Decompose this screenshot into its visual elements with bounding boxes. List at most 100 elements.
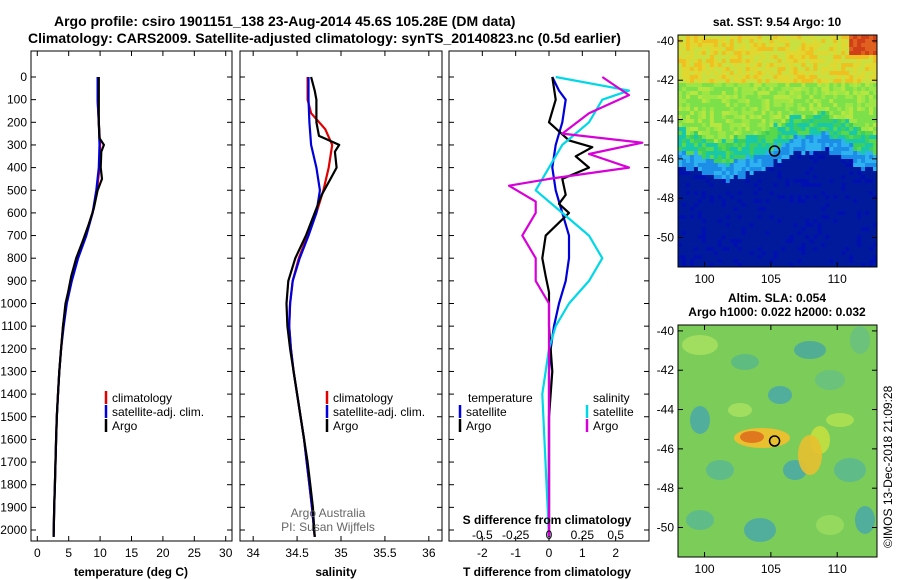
sst-cell — [845, 203, 850, 208]
sst-cell — [825, 183, 830, 188]
sst-cell — [785, 123, 791, 128]
sst-cell — [873, 99, 877, 104]
sst-cell — [729, 251, 735, 256]
sst-cell — [869, 47, 874, 52]
x-tick-label: 20 — [156, 546, 170, 560]
sst-cell — [729, 111, 735, 116]
sst-cell — [729, 115, 735, 120]
sst-cell — [833, 91, 838, 96]
sst-cell — [833, 35, 838, 40]
sst-cell — [805, 155, 810, 160]
sst-cell — [857, 39, 862, 44]
sst-cell — [705, 187, 711, 192]
sst-cell — [793, 235, 798, 240]
sst-cell — [773, 255, 779, 260]
sst-cell — [701, 139, 707, 144]
float-position-marker — [768, 145, 781, 157]
sst-cell — [785, 107, 791, 112]
sst-cell — [861, 239, 866, 244]
sst-cell — [693, 215, 699, 220]
sst-cell — [749, 35, 755, 40]
sst-cell — [681, 243, 687, 248]
sst-cell — [849, 71, 854, 76]
sst-cell — [797, 223, 802, 228]
sst-cell — [825, 79, 830, 84]
sst-cell — [777, 43, 783, 48]
sst-cell — [837, 91, 842, 96]
sst-cell — [729, 63, 735, 68]
sst-cell — [697, 87, 703, 92]
sst-cell — [825, 203, 830, 208]
legend-label-sal-argo: Argo — [593, 419, 619, 433]
sst-cell — [761, 75, 767, 80]
sst-cell — [785, 83, 791, 88]
sst-cell — [861, 143, 866, 148]
sst-cell — [717, 235, 723, 240]
sst-cell — [797, 83, 802, 88]
sst-cell — [709, 223, 715, 228]
sst-cell — [693, 115, 699, 120]
sst-cell — [693, 79, 699, 84]
sst-cell — [865, 235, 870, 240]
sst-cell — [777, 223, 783, 228]
sst-cell — [757, 187, 763, 192]
sst-cell — [869, 191, 874, 196]
sst-cell — [785, 35, 791, 40]
sst-cell — [678, 83, 683, 88]
sst-cell — [817, 191, 822, 196]
sst-cell — [873, 199, 877, 204]
sst-cell — [701, 187, 707, 192]
sst-cell — [757, 95, 763, 100]
sst-cell — [781, 203, 787, 208]
sst-cell — [805, 203, 810, 208]
sst-cell — [857, 107, 862, 112]
sst-cell — [809, 99, 814, 104]
sst-cell — [829, 211, 834, 216]
sst-cell — [678, 219, 683, 224]
sst-cell — [865, 107, 870, 112]
sst-cell — [717, 91, 723, 96]
sst-cell — [689, 215, 695, 220]
sst-cell — [681, 55, 687, 60]
sst-cell — [729, 235, 735, 240]
sst-cell — [721, 211, 727, 216]
sst-cell — [678, 187, 683, 192]
sst-cell — [749, 83, 755, 88]
sst-cell — [857, 247, 862, 252]
sst-cell — [841, 59, 846, 64]
sst-cell — [777, 39, 783, 44]
sst-cell — [713, 183, 719, 188]
sst-cell — [785, 155, 791, 160]
sst-cell — [765, 55, 771, 60]
sst-cell — [789, 95, 795, 100]
sst-cell — [729, 99, 735, 104]
sst-cell — [853, 67, 858, 72]
sst-cell — [689, 91, 695, 96]
sst-cell — [789, 115, 795, 120]
sst-map-frame — [677, 34, 878, 268]
sst-cell — [678, 79, 683, 84]
sst-cell — [678, 231, 683, 236]
sst-cell — [849, 63, 854, 68]
sst-cell — [725, 51, 731, 56]
sst-cell — [709, 151, 715, 156]
sst-cell — [761, 111, 767, 116]
sst-cell — [841, 231, 846, 236]
sst-cell — [789, 131, 795, 136]
sst-cell — [849, 171, 854, 176]
sst-cell — [781, 59, 787, 64]
sst-cell — [849, 235, 854, 240]
sst-cell — [705, 243, 711, 248]
sst-cell — [741, 211, 747, 216]
sst-cell — [833, 123, 838, 128]
sst-cell — [873, 203, 877, 208]
sst-cell — [757, 235, 763, 240]
sst-cell — [861, 71, 866, 76]
sst-cell — [721, 107, 727, 112]
sst-cell — [785, 119, 791, 124]
sst-cell — [757, 151, 763, 156]
sst-cell — [833, 203, 838, 208]
lon-tick-label: 110 — [828, 562, 847, 576]
sst-cell — [817, 107, 822, 112]
sst-cell — [833, 95, 838, 100]
